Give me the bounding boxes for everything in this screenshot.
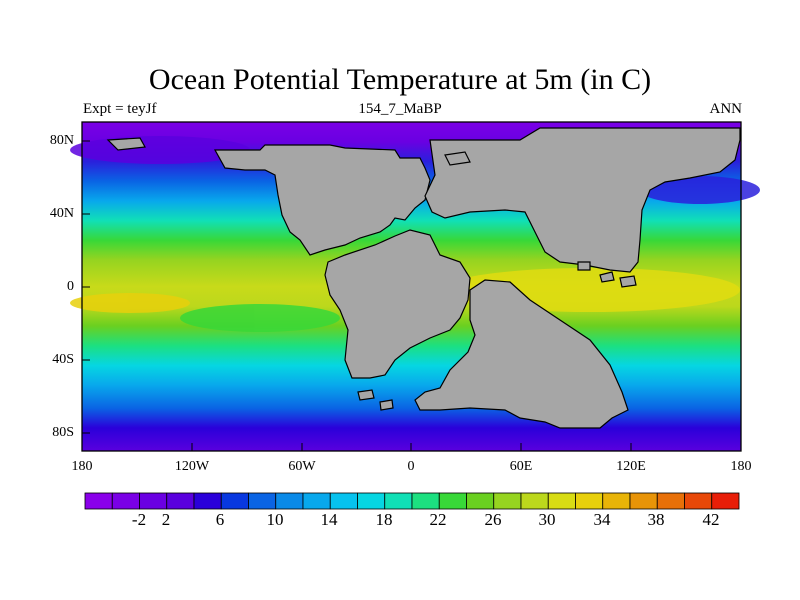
colorbar-box (656, 492, 685, 510)
colorbar-box (411, 492, 440, 510)
lat-label-40N: 40N (49, 206, 74, 221)
lat-label-40S: 40S (52, 352, 74, 367)
time-label: 154_7_MaBP (358, 101, 442, 117)
colorbar-box (139, 492, 168, 510)
colorbar-label: 14 (320, 510, 338, 529)
colorbar-box (248, 492, 277, 510)
experiment-label: Expt = teyJf (83, 101, 157, 117)
colorbar-box (302, 492, 331, 510)
season-label: ANN (709, 101, 743, 117)
colorbar-label: 18 (375, 510, 393, 529)
colorbar-box (711, 492, 740, 510)
colorbar (84, 492, 740, 510)
colorbar-box (166, 492, 195, 510)
colorbar-box (111, 492, 140, 510)
land-north-america (213, 144, 431, 256)
colorbar-label: 2 (161, 510, 171, 529)
colorbar-label: 10 (266, 510, 284, 529)
colorbar-box (329, 492, 358, 510)
colorbar-box (520, 492, 549, 510)
colorbar-label: 22 (429, 510, 447, 529)
colorbar-label: -2 (131, 510, 147, 529)
land-arctic-island-west (106, 137, 146, 151)
colorbar-label: 34 (593, 510, 611, 529)
colorbar-box (547, 492, 576, 510)
land-arctic-island-east (444, 151, 471, 166)
land-island-east-3 (577, 261, 591, 271)
colorbar-box (629, 492, 658, 510)
colorbar-box (602, 492, 631, 510)
colorbar-label: 26 (484, 510, 502, 529)
warm-pool-west (70, 293, 190, 313)
colorbar-label: 30 (538, 510, 556, 529)
colorbar-label: 42 (702, 510, 720, 529)
land-africa-antarctica (414, 279, 629, 429)
cool-tongue-south (180, 304, 340, 332)
colorbar-label: 38 (647, 510, 665, 529)
axis-ticks (81, 140, 742, 451)
colorbar-box (275, 492, 304, 510)
colorbar-label: 6 (215, 510, 225, 529)
lat-label-80S: 80S (52, 425, 74, 440)
land-south-america (324, 229, 471, 379)
lon-label-120W: 120W (174, 459, 210, 474)
lon-label-180-east: 180 (730, 459, 752, 474)
land-eurasia (424, 127, 741, 273)
colorbar-box (84, 492, 113, 510)
lon-label-60E: 60E (509, 459, 533, 474)
land-island-east-2 (619, 275, 637, 288)
lon-label-0: 0 (407, 459, 415, 474)
map-title: Ocean Potential Temperature at 5m (in C) (148, 63, 652, 96)
land-masses (106, 127, 741, 429)
colorbar-box (220, 492, 249, 510)
land-island-south-1 (357, 389, 375, 401)
lat-label-0: 0 (67, 279, 74, 294)
lat-label-80N: 80N (49, 133, 74, 148)
colorbar-box (193, 492, 222, 510)
colorbar-box (357, 492, 386, 510)
land-island-east-1 (599, 271, 615, 283)
colorbar-box (684, 492, 713, 510)
colorbar-box (384, 492, 413, 510)
land-island-south-2 (379, 399, 394, 411)
colorbar-box (575, 492, 604, 510)
north-pacific-cool (640, 176, 760, 204)
lon-label-180-west: 180 (71, 459, 93, 474)
lon-label-60W: 60W (288, 459, 316, 474)
colorbar-box (466, 492, 495, 510)
colorbar-box (493, 492, 522, 510)
colorbar-box (438, 492, 467, 510)
lon-label-120E: 120E (616, 459, 646, 474)
